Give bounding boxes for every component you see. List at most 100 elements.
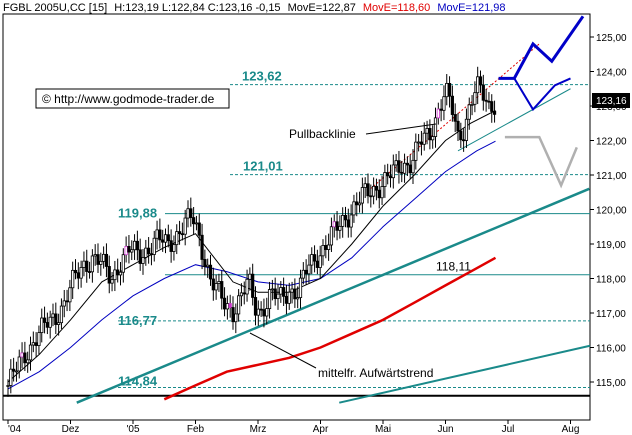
candle-body bbox=[141, 257, 145, 264]
header-ma1: MovE=122,87 bbox=[288, 2, 356, 14]
candle-body bbox=[37, 332, 41, 346]
candle-body bbox=[383, 172, 387, 187]
candle-body bbox=[90, 255, 94, 273]
candle-body bbox=[130, 249, 134, 253]
candle-body bbox=[251, 273, 255, 298]
candle-body bbox=[433, 117, 438, 137]
ma-mid-blue-line bbox=[7, 140, 496, 390]
candle-body bbox=[492, 111, 497, 115]
candle-body bbox=[116, 269, 120, 276]
candle-body bbox=[23, 352, 27, 364]
candle-body bbox=[237, 295, 241, 315]
candle-body bbox=[377, 189, 381, 199]
candle-body bbox=[481, 84, 485, 101]
candle-body bbox=[42, 317, 47, 323]
candle-body bbox=[17, 356, 21, 372]
candle-body bbox=[467, 104, 471, 120]
candle-body bbox=[225, 303, 229, 310]
candle-body bbox=[312, 254, 317, 262]
level-label: 114,84 bbox=[118, 374, 158, 389]
svg-text:FGBL 2005U,CC [15] H:123,1: FGBL 2005U,CC [15] H:123,19 L:122,84 C:1… bbox=[3, 2, 506, 14]
y-axis: 115,00 116,00 117,00 118,00 119,00 120,00 121,… bbox=[590, 33, 627, 389]
candle-body bbox=[318, 255, 322, 268]
candle-body bbox=[459, 130, 463, 141]
candle-body bbox=[76, 272, 80, 279]
uptrend-line bbox=[76, 187, 590, 404]
y-tick-label: 124,00 bbox=[596, 68, 627, 79]
candle-body bbox=[34, 342, 38, 346]
candle-body bbox=[422, 132, 426, 145]
candle-body bbox=[397, 160, 401, 173]
candle-body bbox=[220, 281, 224, 299]
candle-body bbox=[349, 214, 353, 228]
candle-body bbox=[282, 287, 286, 297]
candle-body bbox=[59, 305, 64, 324]
candle-body bbox=[360, 187, 364, 204]
candle-body bbox=[51, 313, 55, 318]
candle-body bbox=[194, 222, 199, 225]
candle-body bbox=[102, 253, 106, 262]
last-price-label: 123,16 bbox=[596, 96, 627, 107]
candle-body bbox=[391, 164, 395, 179]
candle-body bbox=[270, 288, 274, 291]
candle-body bbox=[161, 239, 165, 243]
candle-body bbox=[217, 281, 221, 284]
y-tick-label: 122,00 bbox=[596, 137, 627, 148]
candle-body bbox=[341, 214, 345, 227]
candle-body bbox=[470, 103, 474, 106]
candle-body bbox=[206, 264, 210, 267]
y-tick-label: 121,00 bbox=[596, 171, 627, 182]
candle-body bbox=[439, 108, 443, 111]
candle-body bbox=[394, 160, 398, 166]
candle-body bbox=[343, 214, 348, 221]
candle-body bbox=[177, 231, 182, 235]
candle-body bbox=[93, 254, 97, 257]
last-price-tag bbox=[592, 93, 630, 108]
candle-body bbox=[71, 269, 75, 289]
candle-body bbox=[366, 183, 370, 197]
candle-body bbox=[419, 141, 424, 145]
candle-body bbox=[296, 297, 300, 300]
candle-body bbox=[276, 293, 280, 300]
candle-body bbox=[298, 277, 303, 298]
candle-body bbox=[40, 317, 44, 334]
header-ohlc: H:123,19 L:122,84 C:123,16 -0,15 bbox=[114, 2, 280, 14]
x-tick-label: Jul bbox=[502, 424, 515, 435]
candle-body bbox=[462, 139, 466, 142]
candle-body bbox=[163, 234, 168, 243]
candle-body bbox=[363, 183, 367, 188]
candle-body bbox=[369, 195, 373, 198]
candle-body bbox=[411, 159, 415, 174]
annotation-pullbacklinie: Pullbacklinie bbox=[289, 127, 356, 141]
candle-body bbox=[211, 278, 215, 291]
candle-body bbox=[127, 245, 131, 253]
candle-body bbox=[214, 283, 218, 291]
candle-body bbox=[239, 292, 244, 297]
candle-body bbox=[68, 287, 72, 303]
candle-body bbox=[242, 292, 246, 295]
header-ma3: MovE=121,98 bbox=[437, 2, 505, 14]
candle-body bbox=[428, 127, 432, 141]
candle-body bbox=[26, 359, 30, 364]
candle-body bbox=[478, 76, 483, 86]
candle-body bbox=[152, 237, 156, 255]
candle-body bbox=[259, 308, 263, 311]
candle-body bbox=[183, 217, 187, 235]
candle-body bbox=[222, 297, 227, 310]
candle-body bbox=[203, 259, 207, 267]
plot-area bbox=[2, 13, 591, 421]
x-tick-label: '04 bbox=[8, 424, 21, 435]
candle-body bbox=[62, 300, 66, 307]
candle-body bbox=[431, 136, 435, 141]
candle-body bbox=[436, 108, 440, 119]
level-label: 123,62 bbox=[242, 69, 282, 84]
x-tick-label: Dez bbox=[62, 424, 80, 435]
candle-body bbox=[408, 164, 412, 174]
candle-body bbox=[414, 141, 418, 161]
header-ma2: MovE=118,60 bbox=[363, 2, 430, 14]
candle-body bbox=[169, 240, 173, 252]
candle-body bbox=[186, 208, 190, 219]
candle-body bbox=[273, 288, 277, 300]
candle-body bbox=[327, 244, 331, 250]
